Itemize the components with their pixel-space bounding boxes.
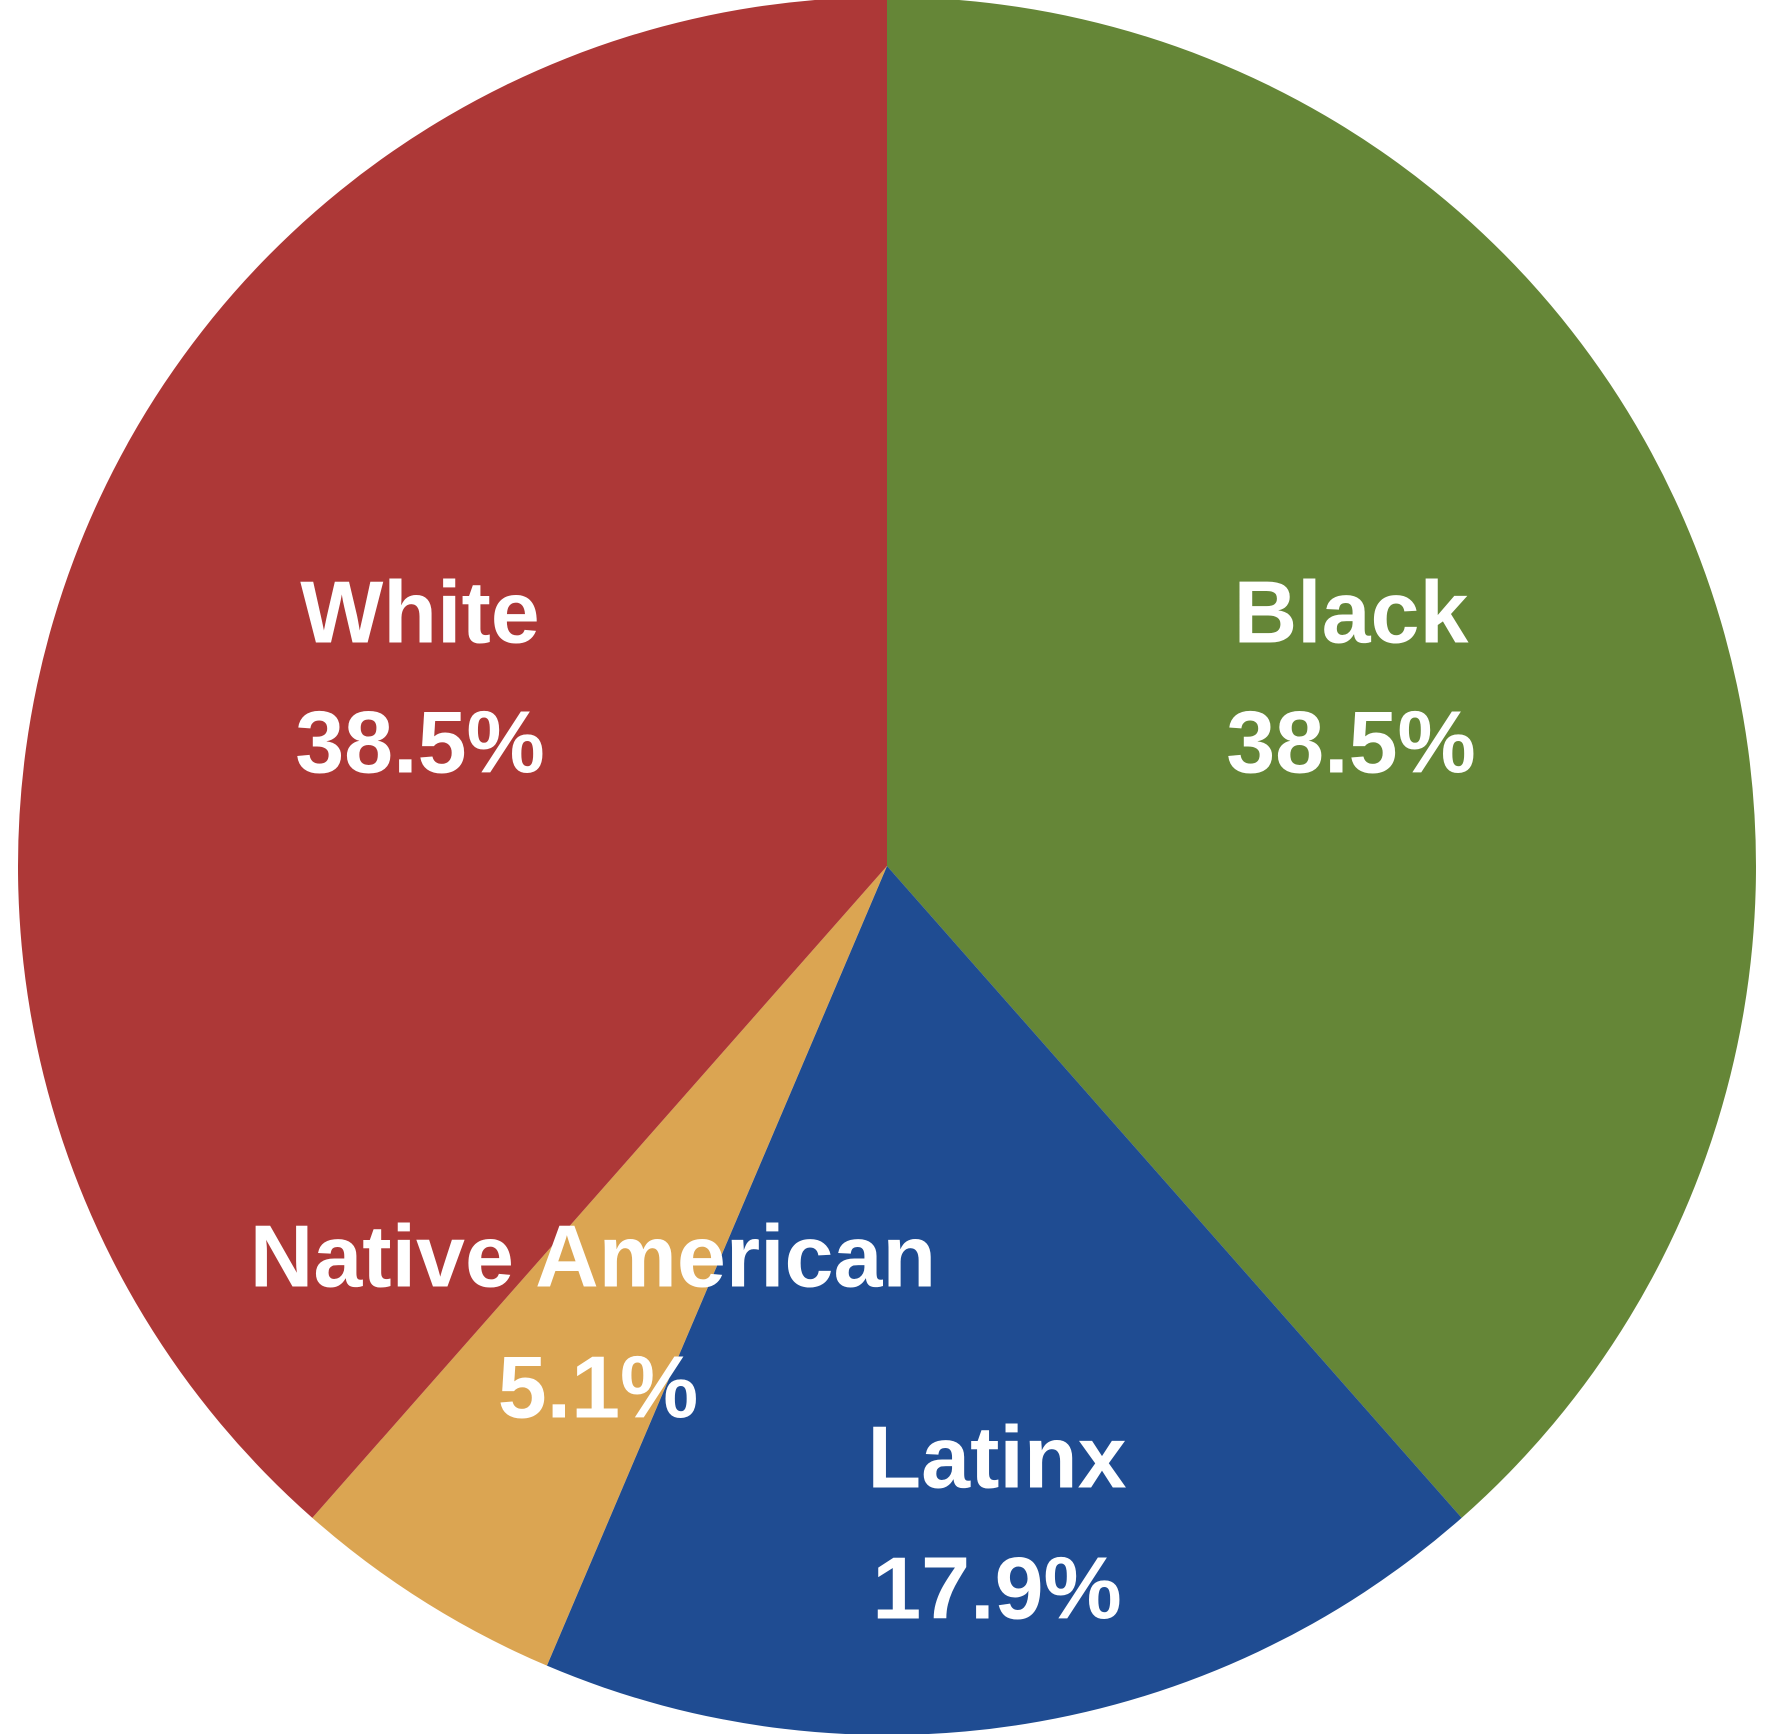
slice-label-black: Black (1234, 562, 1470, 661)
pie-slice-black (887, 0, 1756, 1518)
slice-label-native-american: Native American (250, 1206, 936, 1305)
pie-slice-white (18, 0, 887, 1518)
slice-label-white: White (300, 562, 540, 661)
slice-value-black: 38.5% (1226, 692, 1476, 791)
slice-value-native-american: 5.1% (498, 1337, 699, 1436)
pie-slice-latinx (546, 866, 1462, 1734)
pie-slice-native-american (312, 866, 888, 1666)
slice-value-latinx: 17.9% (872, 1538, 1122, 1637)
slice-value-white: 38.5% (295, 692, 545, 791)
slice-label-latinx: Latinx (867, 1407, 1126, 1506)
